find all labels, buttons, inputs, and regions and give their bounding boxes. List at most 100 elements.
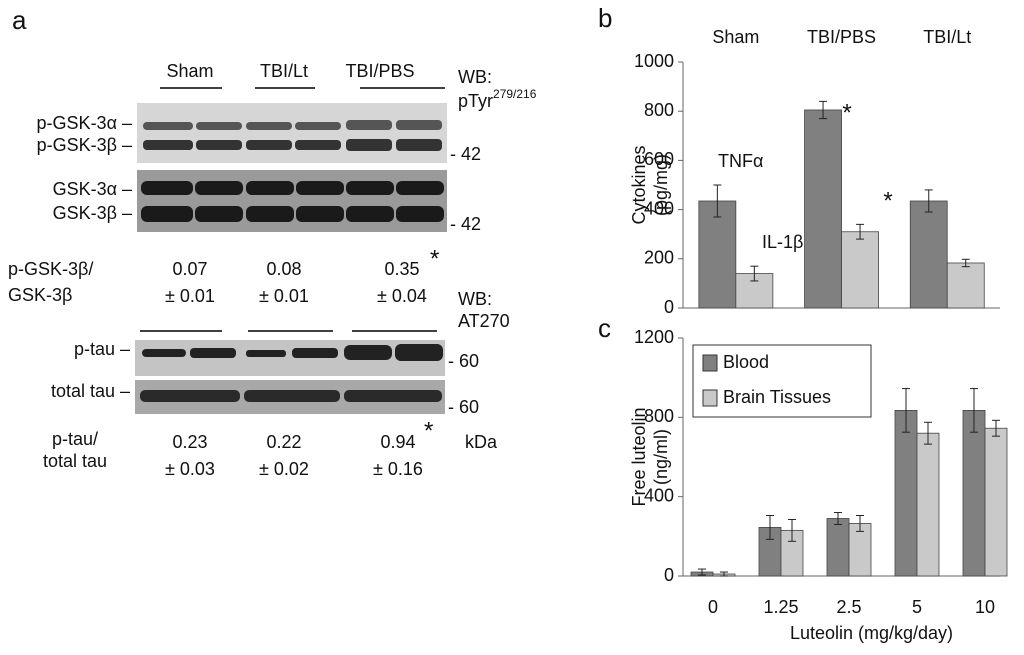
group-label: TBI/PBS <box>345 61 414 81</box>
significance-star: * <box>430 245 439 272</box>
ratio-value: 0.22 <box>266 432 301 452</box>
band-label: p-GSK-3β – <box>37 135 132 155</box>
ratio-value: 0.94 <box>380 432 415 452</box>
panel-label: a <box>12 5 27 35</box>
y-axis-label: Free luteolin <box>629 407 649 506</box>
error-bar <box>788 518 796 542</box>
x-tick-label: 10 <box>975 597 995 617</box>
y-axis-label: (ng/ml) <box>651 429 671 485</box>
bar <box>826 518 850 577</box>
error-bar <box>834 512 842 525</box>
y-tick-label: 1200 <box>634 327 674 347</box>
wb-superscript: 279/216 <box>493 87 537 101</box>
ratio-value: 0.23 <box>172 432 207 452</box>
x-tick-label: 1.25 <box>763 597 798 617</box>
x-tick-label: 5 <box>912 597 922 617</box>
marker-label: - 60 <box>448 351 479 371</box>
error-bar <box>961 258 970 268</box>
wb-label: pTyr279/216 <box>458 87 537 111</box>
series-label: IL-1β <box>762 232 803 252</box>
marker-label: - 60 <box>448 397 479 417</box>
x-axis-label: Luteolin (mg/kg/day) <box>790 623 953 643</box>
error-bar <box>856 223 865 240</box>
band-label: p-GSK-3α – <box>37 113 132 133</box>
x-tick-label: TBI/PBS <box>807 27 876 47</box>
ratio-value: 0.35 <box>384 259 419 279</box>
bar <box>894 409 918 577</box>
legend-label: Brain Tissues <box>723 387 831 407</box>
y-tick-label: 0 <box>664 297 674 317</box>
ratio-label: p-tau/ <box>52 429 98 449</box>
y-tick-label: 1000 <box>634 51 674 71</box>
blots <box>135 87 447 414</box>
wb-label: WB: <box>458 67 492 87</box>
error-bar <box>766 515 774 540</box>
legend-swatch <box>702 389 718 407</box>
band-label: GSK-3β – <box>53 203 132 223</box>
blot <box>137 103 447 163</box>
ratio-error: ± 0.04 <box>377 286 427 306</box>
y-tick-label: 0 <box>664 565 674 585</box>
significance-star: * <box>883 187 892 214</box>
x-tick-label: TBI/Lt <box>923 27 971 47</box>
y-axis-label: (pg/mg) <box>651 154 671 216</box>
wb-label: WB: <box>458 289 492 309</box>
panel-label: c <box>598 313 611 343</box>
unit-label: kDa <box>465 432 498 452</box>
bar <box>735 273 774 309</box>
error-bar <box>720 571 728 577</box>
marker-label: - 42 <box>450 214 481 234</box>
ratio-label: GSK-3β <box>8 285 72 305</box>
group-label: TBI/Lt <box>260 61 308 81</box>
series-label: TNFα <box>718 151 763 171</box>
ratio-value: 0.07 <box>172 259 207 279</box>
error-bar <box>902 388 910 433</box>
ratio-label: total tau <box>43 451 107 471</box>
legend-label: Blood <box>723 352 769 372</box>
significance-star: * <box>424 417 433 444</box>
group-label: Sham <box>166 61 213 81</box>
band-label: total tau – <box>51 381 130 401</box>
panel-label: b <box>598 3 612 33</box>
band-label: p-tau – <box>74 339 130 359</box>
bar <box>698 200 737 309</box>
band-label: GSK-3α – <box>53 179 132 199</box>
bar <box>804 109 842 309</box>
marker-label: - 42 <box>450 144 481 164</box>
y-tick-label: 400 <box>644 198 674 218</box>
ratio-error: ± 0.01 <box>259 286 309 306</box>
bar <box>916 432 940 577</box>
blot <box>135 340 445 376</box>
bar <box>984 427 1008 577</box>
ratio-error: ± 0.03 <box>165 459 215 479</box>
y-tick-label: 800 <box>644 406 674 426</box>
ratio-error: ± 0.16 <box>373 459 423 479</box>
legend-box <box>692 344 872 418</box>
error-bar <box>819 100 828 120</box>
blot <box>137 170 447 232</box>
bar <box>962 409 986 577</box>
bar <box>909 200 948 309</box>
ratio-label: p-GSK-3β/ <box>8 259 93 279</box>
legend-swatch <box>702 354 718 372</box>
wb-label: AT270 <box>458 311 510 331</box>
ratio-value: 0.08 <box>266 259 301 279</box>
wb-antibody: pTyr <box>458 91 493 111</box>
ratio-error: ± 0.01 <box>165 286 215 306</box>
error-bar <box>856 515 864 532</box>
y-tick-label: 800 <box>644 100 674 120</box>
y-tick-label: 600 <box>644 149 674 169</box>
x-tick-label: Sham <box>712 27 759 47</box>
bar <box>946 262 985 309</box>
error-bar <box>924 189 933 213</box>
error-bar <box>970 388 978 433</box>
x-tick-label: 2.5 <box>836 597 861 617</box>
y-tick-label: 400 <box>644 485 674 505</box>
y-tick-label: 200 <box>644 248 674 268</box>
error-bar <box>924 421 932 445</box>
significance-star: * <box>842 99 851 126</box>
panel-a-text: a Sham TBI/Lt TBI/PBS WB: pTyr279/216 p-… <box>8 5 537 479</box>
y-axis-label: Cytokines <box>629 145 649 224</box>
